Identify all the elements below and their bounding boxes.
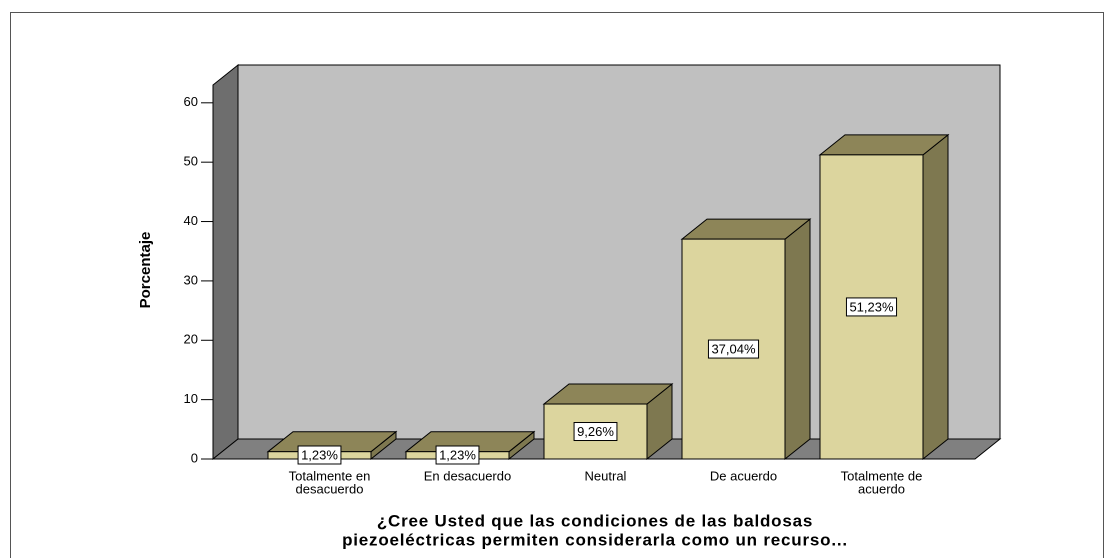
bar-side (922, 133, 949, 461)
y-tick-label: 50 (184, 154, 198, 169)
value-label-box (845, 297, 898, 317)
value-label: 51,23% (849, 299, 894, 314)
y-tick-label: 0 (191, 450, 198, 465)
x-axis-label: piezoeléctricas permiten considerarla co… (342, 530, 848, 549)
bar-side (784, 218, 811, 461)
y-tick-label: 60 (184, 94, 198, 109)
value-label: 1,23% (301, 447, 338, 462)
x-tick-label: En desacuerdo (424, 468, 511, 483)
x-tick-label: acuerdo (858, 481, 905, 496)
x-axis-label: ¿Cree Usted que las condiciones de las b… (377, 511, 813, 530)
left-wall (212, 63, 239, 461)
value-label: 37,04% (711, 341, 756, 356)
value-label-box (297, 445, 342, 465)
y-axis-label: Porcentaje (137, 232, 154, 309)
y-tick-label: 20 (184, 332, 198, 347)
x-tick-label: Totalmente de (841, 468, 923, 483)
x-tick-label: desacuerdo (296, 481, 364, 496)
x-tick-label: Neutral (585, 468, 627, 483)
value-label: 1,23% (439, 447, 476, 462)
y-tick-label: 40 (184, 213, 198, 228)
y-tick-label: 10 (184, 391, 198, 406)
value-label-box (435, 445, 480, 465)
value-label: 9,26% (577, 424, 614, 439)
x-tick-label: Totalmente en (289, 468, 371, 483)
x-tick-label: De acuerdo (710, 468, 777, 483)
y-tick-label: 30 (184, 272, 198, 287)
value-label-box (707, 339, 760, 359)
value-label-box (573, 422, 618, 442)
